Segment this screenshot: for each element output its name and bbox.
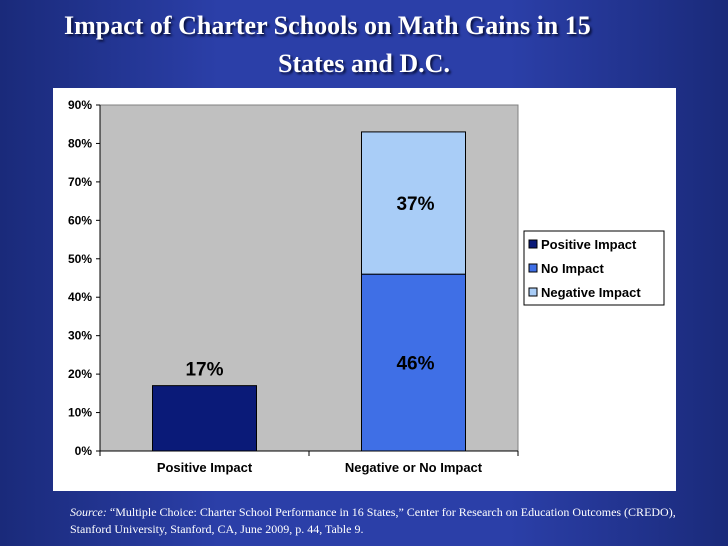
legend-swatch [528,239,538,249]
bar-segment [361,273,466,452]
y-tick-label: 50% [68,252,92,266]
legend-label: Positive Impact [541,237,637,252]
legend-label: Negative Impact [541,285,641,300]
source-text: “Multiple Choice: Charter School Perform… [70,505,676,536]
y-tick-label: 20% [68,367,92,381]
bar-segment [361,131,466,275]
y-tick-label: 40% [68,290,92,304]
legend-swatch [528,263,538,273]
y-tick-label: 60% [68,213,92,227]
stacked-bar-chart: 0% 10% 20% 30% 40% 50% 60% 70% 80% 90% Positive Im… [68,98,665,475]
legend-box [523,230,665,306]
y-tick-label: 70% [68,175,92,189]
x-tick-label: Positive Impact [157,460,253,475]
chart-panel: 0% 10% 20% 30% 40% 50% 60% 70% 80% 90% Positive Im… [53,88,676,491]
y-tick-label: 30% [68,329,92,343]
data-label: 46% [396,354,434,375]
source-citation: Source: “Multiple Choice: Charter School… [70,504,690,538]
slide-title-line-2: States and D.C. [278,49,450,78]
y-tick-label: 90% [68,98,92,112]
legend-swatch [528,287,538,297]
bar-segment [152,385,257,452]
source-label: Source: [70,505,107,519]
y-tick-label: 0% [75,444,93,458]
y-tick-label: 10% [68,406,92,420]
y-tick-label: 80% [68,136,92,150]
data-label: 17% [185,360,223,381]
x-tick-label: Negative or No Impact [345,460,483,475]
legend-label: No Impact [541,261,605,276]
slide-title-line-1: Impact of Charter Schools on Math Gains … [64,11,591,40]
data-label: 37% [396,194,434,215]
